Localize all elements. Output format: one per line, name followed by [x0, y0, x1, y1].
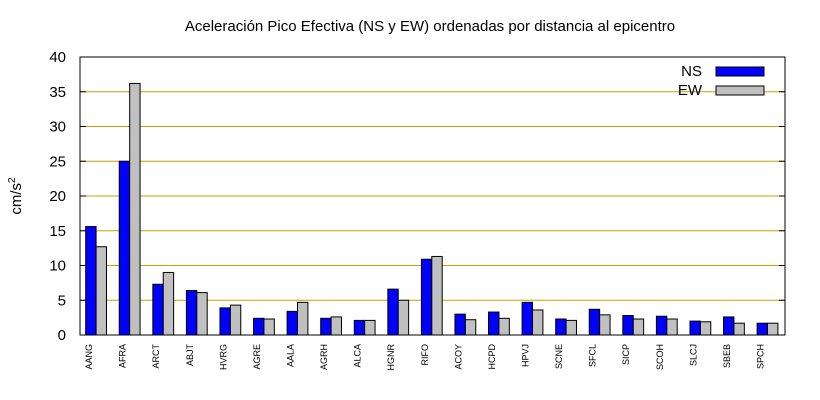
- bar-ew-aala: [297, 301, 309, 336]
- legend-label-ns: NS: [681, 63, 702, 80]
- legend-swatch-ew: [715, 85, 765, 96]
- bar-ns-alca: [353, 319, 366, 336]
- bar-ew-arct: [162, 271, 175, 336]
- y-tick-label: 40: [49, 49, 66, 66]
- gridlines: [80, 91, 785, 301]
- bar-ew-rifo: [431, 255, 443, 336]
- y-tick-label: 5: [58, 292, 66, 309]
- bar-ew-hvrg: [229, 304, 242, 336]
- bar-ns-arct: [152, 283, 164, 336]
- x-tick-label: ARCT: [151, 343, 161, 368]
- bars: [85, 82, 779, 336]
- x-axis-ticks: AANG AFRA ARCT ABJT HVRG AGRE AALA AGRH ALCA HGNR…: [84, 343, 765, 370]
- bar-ew-sicp: [632, 318, 645, 336]
- bar-ew-slcj: [699, 321, 712, 336]
- y-tick-label: 15: [49, 223, 66, 240]
- y-axis-ticks: 0 5 10 15 20 25 30 35 40: [49, 49, 785, 344]
- x-tick-label: HCPD: [487, 344, 497, 370]
- bar-ew-hpvj: [532, 309, 544, 336]
- x-tick-label: SPCH: [756, 344, 766, 369]
- bar-ns-slcj: [689, 320, 701, 336]
- x-tick-label: SLCJ: [688, 344, 698, 366]
- bar-ns-hvrg: [219, 307, 231, 336]
- bar-ns-sfcl: [588, 308, 601, 336]
- y-tick-label: 25: [49, 153, 66, 170]
- bar-ns-acoy: [454, 313, 466, 336]
- bar-ns-spch: [756, 322, 769, 336]
- chart-title: Aceleración Pico Efectiva (NS y EW) orde…: [185, 18, 675, 35]
- x-tick-label: AFRA: [118, 344, 128, 368]
- bar-ns-rifo: [420, 258, 433, 336]
- bar-ns-agrh: [320, 317, 332, 336]
- y-tick-label: 20: [49, 188, 66, 205]
- bar-ns-sicp: [622, 315, 634, 336]
- bar-ew-hgnr: [397, 299, 410, 336]
- x-tick-label: HPVJ: [521, 344, 531, 367]
- x-tick-label: ABJT: [185, 344, 195, 367]
- bar-ew-scne: [565, 319, 577, 336]
- x-tick-label: RIFO: [420, 344, 430, 366]
- bar-ns-hpvj: [521, 301, 534, 336]
- bar-ew-sbeb: [733, 322, 745, 336]
- bar-ew-sfcl: [599, 314, 611, 336]
- bar-ew-aang: [95, 246, 107, 336]
- bar-ew-agrh: [330, 316, 342, 336]
- bar-ns-sbeb: [723, 316, 735, 336]
- bar-ns-scne: [555, 318, 567, 336]
- bar-ew-acoy: [464, 319, 477, 336]
- bar-ns-hcpd: [488, 311, 500, 336]
- bar-ns-aang: [85, 226, 97, 336]
- legend-swatch-ns: [715, 66, 765, 77]
- bar-ns-abjt: [185, 290, 198, 336]
- bar-ns-aala: [286, 310, 299, 336]
- bar-ew-abjt: [196, 292, 208, 336]
- y-tick-label: 35: [49, 84, 66, 101]
- x-tick-label: SCOH: [655, 344, 665, 370]
- legend-label-ew: EW: [678, 82, 703, 99]
- x-tick-label: SCNE: [554, 344, 564, 369]
- legend: NS EW: [678, 63, 765, 99]
- x-tick-label: SFCL: [588, 344, 598, 367]
- x-tick-label: AGRE: [252, 344, 262, 370]
- bar-ns-agre: [253, 317, 265, 336]
- y-tick-label: 30: [49, 119, 66, 136]
- bar-ew-hcpd: [498, 317, 510, 336]
- x-tick-label: AALA: [286, 344, 296, 367]
- x-tick-label: AGRH: [319, 344, 329, 370]
- x-tick-label: AANG: [84, 344, 94, 370]
- bar-ns-hgnr: [387, 288, 399, 336]
- y-tick-label: 10: [49, 258, 66, 275]
- bar-ew-spch: [767, 322, 779, 336]
- x-tick-label: ALCA: [353, 344, 363, 368]
- bar-ew-agre: [263, 318, 275, 336]
- y-tick-label: 0: [58, 327, 66, 344]
- y-axis-label: cm/s2: [7, 177, 25, 215]
- bar-ew-alca: [364, 319, 376, 336]
- x-tick-label: HVRG: [218, 344, 228, 370]
- x-tick-label: SBEB: [722, 344, 732, 368]
- x-tick-label: HGNR: [386, 344, 396, 371]
- x-tick-label: SICP: [621, 344, 631, 365]
- bar-ew-scoh: [666, 318, 678, 336]
- bar-ew-afra: [129, 82, 141, 336]
- bar-ns-afra: [118, 160, 131, 336]
- bar-ns-scoh: [655, 315, 668, 336]
- x-tick-label: ACOY: [453, 344, 463, 370]
